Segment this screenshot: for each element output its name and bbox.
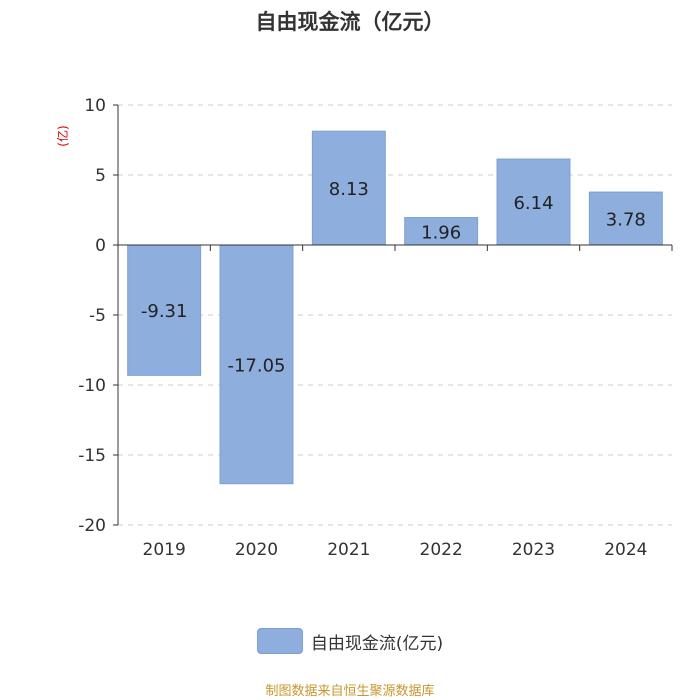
bar [219, 244, 294, 485]
data-label: -17.05 [227, 355, 285, 376]
y-tick-label: -15 [78, 446, 106, 466]
axes: 10 5 0 -5 -10 -15 -20 2019 2020 2021 2022 2023 2024 [78, 96, 673, 560]
data-label: 6.14 [513, 193, 553, 214]
x-tick-label: 2021 [327, 540, 370, 560]
data-label: 3.78 [606, 210, 646, 231]
x-tick-label: 2023 [512, 540, 555, 560]
y-tick-label: 0 [95, 236, 106, 256]
chart-title: 自由现金流（亿元） [255, 10, 445, 34]
y-tick-label: 10 [84, 96, 106, 116]
data-label: 8.13 [329, 179, 369, 200]
legend-label: 自由现金流(亿元) [310, 633, 444, 654]
x-tick-label: 2019 [143, 540, 186, 560]
data-labels: -9.31 -17.05 8.13 1.96 6.14 3.78 [141, 179, 646, 376]
bar [588, 191, 663, 246]
y-tick-label: -5 [89, 306, 106, 326]
legend-swatch [256, 628, 303, 654]
source-note: 制图数据来自恒生聚源数据库 [265, 684, 435, 699]
y-tick-label: -10 [78, 376, 106, 396]
data-label: 1.96 [421, 222, 461, 243]
x-tick-label: 2024 [604, 540, 647, 560]
bar [127, 244, 202, 376]
legend[interactable]: 自由现金流(亿元) [0, 628, 700, 654]
y-tick-label: 5 [95, 166, 106, 186]
x-tick-label: 2022 [420, 540, 463, 560]
bar [496, 158, 571, 246]
bar [311, 130, 386, 246]
data-label: -9.31 [141, 301, 188, 322]
y-axis-label: (亿) [55, 125, 70, 146]
bars [127, 130, 663, 485]
grid-lines [118, 104, 672, 526]
y-tick-label: -20 [78, 516, 106, 536]
x-tick-label: 2020 [235, 540, 278, 560]
